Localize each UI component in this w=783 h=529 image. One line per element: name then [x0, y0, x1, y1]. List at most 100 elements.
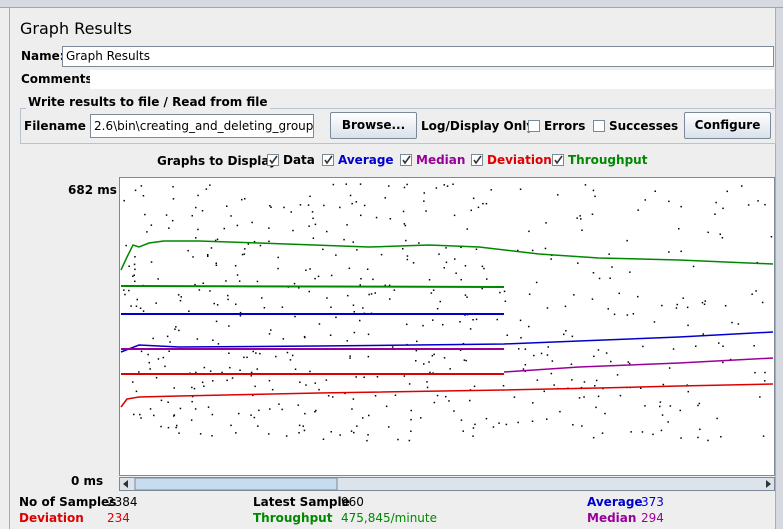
sample-dot	[464, 265, 467, 267]
sample-dot	[335, 316, 337, 319]
sample-dot	[520, 337, 522, 339]
filename-label: Filename	[24, 119, 86, 133]
sample-dot	[330, 431, 332, 433]
successes-label[interactable]: Successes	[609, 119, 679, 133]
sample-dot	[402, 248, 404, 250]
browse-button[interactable]: Browse...	[330, 112, 417, 139]
sample-dot	[474, 423, 476, 426]
name-input[interactable]: Graph Results	[62, 46, 774, 67]
sample-dot	[263, 307, 266, 309]
comments-input[interactable]	[90, 70, 774, 89]
sample-dot	[326, 230, 328, 233]
option-label[interactable]: Data	[283, 153, 315, 167]
sample-dot	[506, 334, 508, 336]
option-label[interactable]: Deviation	[487, 153, 552, 167]
sample-dot	[368, 414, 370, 417]
plot-area	[119, 177, 775, 476]
sample-dot	[415, 349, 418, 352]
check-mark	[473, 155, 482, 165]
sample-dot	[326, 297, 328, 299]
sample-dot	[213, 302, 215, 305]
sample-dot	[653, 321, 656, 323]
tab-strip	[0, 0, 783, 8]
sample-dot	[724, 305, 727, 307]
sample-dot	[142, 195, 145, 197]
option-label[interactable]: Throughput	[568, 153, 648, 167]
scroll-right[interactable]	[766, 480, 771, 488]
sample-dot	[157, 278, 159, 280]
sample-dot	[314, 223, 317, 226]
scroll-thumb[interactable]	[134, 477, 338, 491]
stat-label: Throughput	[253, 511, 333, 525]
sample-dot	[531, 249, 534, 252]
sample-dot	[149, 368, 151, 370]
stat-value: 960	[341, 495, 364, 509]
sample-dot	[228, 325, 230, 327]
sample-dot	[261, 297, 263, 299]
sample-dot	[372, 278, 374, 281]
sample-dot	[285, 435, 288, 437]
sample-dot	[298, 432, 300, 434]
sample-dot	[384, 197, 386, 199]
sample-dot	[607, 308, 609, 310]
sample-dot	[302, 425, 304, 427]
sample-dot	[499, 291, 501, 294]
filename-input[interactable]: 2.6\bin\creating_and_deleting_groups.jtl	[90, 114, 314, 138]
deviation-line	[120, 383, 774, 408]
sample-dot	[239, 315, 242, 317]
option-checkbox[interactable]	[322, 154, 334, 166]
sample-dot	[235, 432, 237, 434]
sample-dot	[229, 366, 231, 369]
sample-dot	[253, 240, 256, 243]
sample-dot	[368, 293, 370, 296]
sample-dot	[153, 414, 155, 417]
sample-dot	[591, 298, 594, 300]
sample-dot	[243, 356, 245, 359]
sample-dot	[327, 395, 330, 397]
sample-dot	[236, 274, 239, 276]
sample-dot	[757, 200, 759, 202]
name-label: Name:	[21, 49, 65, 63]
sample-dot	[370, 293, 373, 295]
configure-button[interactable]: Configure	[684, 112, 771, 139]
sample-dot	[191, 386, 193, 389]
option-label[interactable]: Median	[416, 153, 466, 167]
sample-dot	[190, 419, 193, 421]
sample-dot	[168, 350, 170, 352]
sample-dot	[322, 248, 324, 251]
successes-checkbox[interactable]	[593, 120, 605, 132]
scroll-left[interactable]	[123, 480, 128, 488]
sample-dot	[253, 416, 256, 419]
errors-label[interactable]: Errors	[544, 119, 586, 133]
sample-dot	[626, 314, 629, 316]
option-checkbox[interactable]	[552, 154, 564, 166]
sample-dot	[595, 379, 598, 382]
sample-dot	[406, 183, 408, 186]
sample-dot	[605, 352, 608, 354]
sample-dot	[207, 254, 209, 256]
option-checkbox[interactable]	[400, 154, 412, 166]
sample-dot	[236, 224, 239, 227]
sample-dot	[356, 249, 358, 251]
sample-dot	[332, 396, 334, 398]
option-checkbox[interactable]	[267, 154, 279, 166]
sample-dot	[490, 189, 492, 191]
sample-dot	[661, 304, 663, 307]
sample-dot	[601, 432, 604, 434]
sample-dot	[581, 425, 583, 427]
sample-dot	[462, 430, 464, 432]
errors-checkbox[interactable]	[528, 120, 540, 132]
sample-dot	[197, 228, 199, 231]
sample-dot	[132, 381, 134, 383]
sample-dot	[350, 430, 353, 432]
sample-dot	[132, 275, 134, 277]
option-checkbox[interactable]	[471, 154, 483, 166]
option-label[interactable]: Average	[338, 153, 394, 167]
sample-dot	[312, 217, 314, 220]
sample-dot	[299, 381, 301, 383]
sample-dot	[410, 409, 412, 412]
sample-dot	[661, 414, 664, 416]
sample-dot	[626, 239, 628, 242]
sample-dot	[762, 435, 765, 437]
